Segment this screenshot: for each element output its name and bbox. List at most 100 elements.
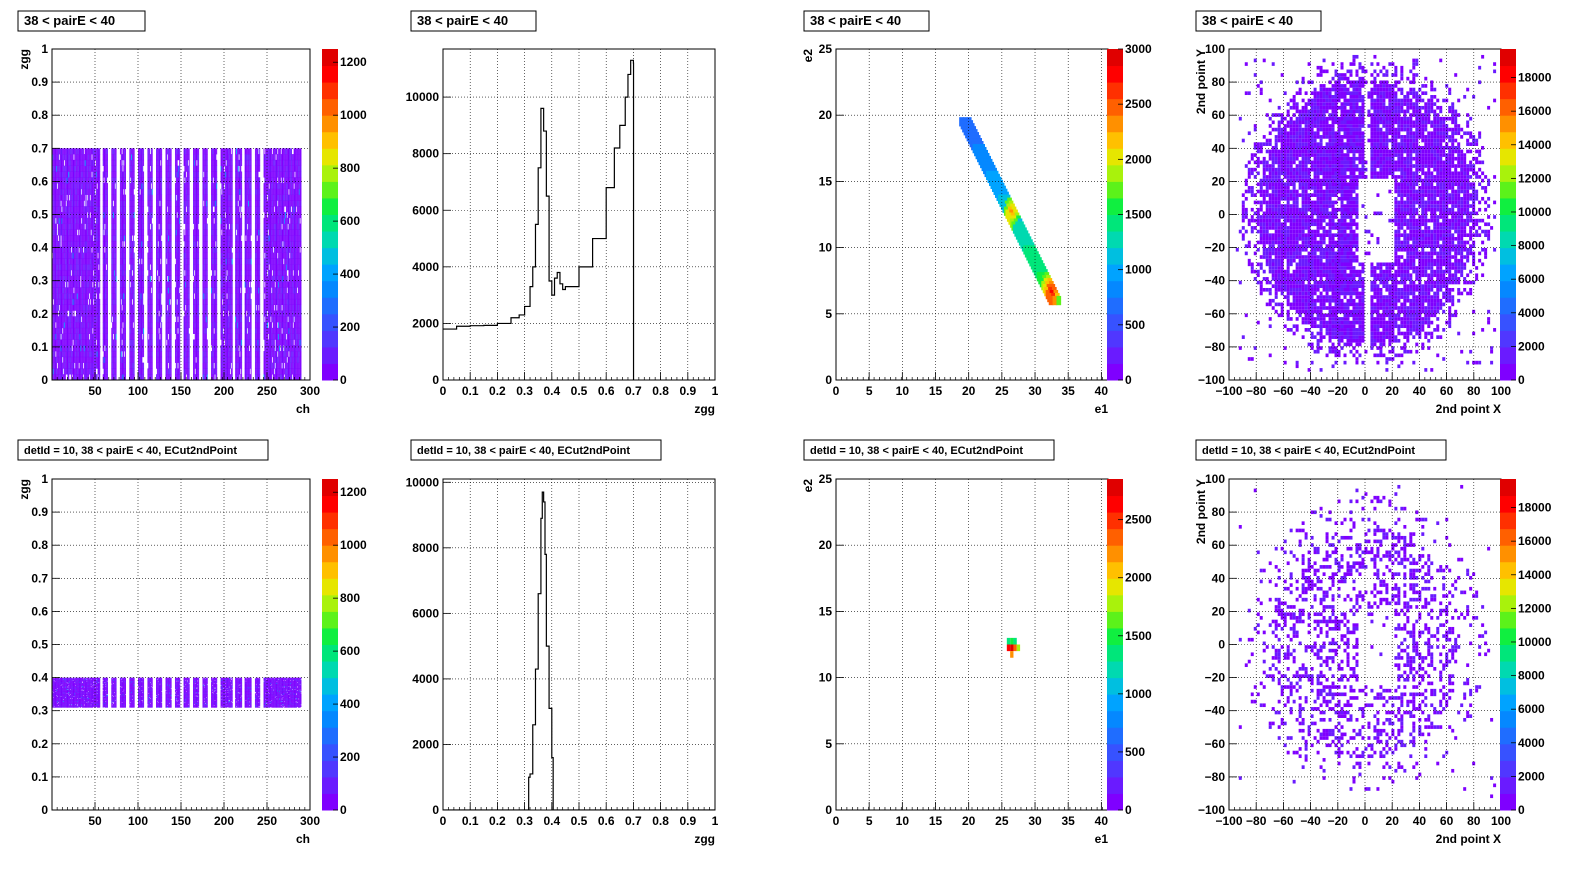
heatmap-cell <box>149 165 151 172</box>
heatmap-cell <box>63 310 65 317</box>
heatmap-cell <box>147 258 149 265</box>
heatmap-cell <box>176 171 178 178</box>
heatmap-cell <box>151 327 153 334</box>
heatmap-cell <box>142 229 144 236</box>
heatmap-cell <box>185 287 187 294</box>
heatmap-cell <box>142 165 144 172</box>
heatmap-cell <box>88 304 90 311</box>
heatmap-cell <box>72 183 74 190</box>
heatmap-cell <box>72 148 74 155</box>
heatmap-cell <box>82 159 83 166</box>
heatmap-cell <box>176 322 178 329</box>
heatmap-cell <box>179 188 181 195</box>
heatmap-cell <box>83 206 85 213</box>
heatmap-cell <box>195 327 197 334</box>
heatmap-cell <box>150 212 152 219</box>
heatmap-cell <box>119 275 121 282</box>
heatmap-cell <box>186 281 188 288</box>
heatmap-cell <box>67 206 69 213</box>
heatmap-cell <box>66 269 68 277</box>
heatmap-cell <box>70 368 72 375</box>
heatmap-cell <box>97 304 99 311</box>
heatmap-cell <box>187 351 189 358</box>
heatmap-cell <box>156 171 158 178</box>
heatmap-cell <box>139 200 141 207</box>
heatmap-cell <box>141 351 143 358</box>
heatmap-cell <box>125 183 126 190</box>
heatmap-cell <box>169 345 171 352</box>
heatmap-cell <box>92 159 94 166</box>
heatmap-cell <box>115 159 117 166</box>
heatmap-cell <box>95 316 96 323</box>
heatmap-cell <box>67 223 69 230</box>
heatmap-cell <box>81 200 83 207</box>
heatmap-cell <box>193 264 194 271</box>
heatmap-cell <box>133 206 135 213</box>
heatmap-cell <box>177 206 179 213</box>
heatmap-cell <box>64 148 65 155</box>
heatmap-cell <box>114 177 116 184</box>
heatmap-cell <box>184 194 186 201</box>
heatmap-cell <box>157 327 159 334</box>
heatmap-cell <box>121 333 123 340</box>
heatmap-cell <box>113 281 115 288</box>
heatmap-cell <box>151 171 153 178</box>
heatmap-cell <box>140 240 142 248</box>
heatmap-cell <box>119 252 121 259</box>
heatmap-cell <box>120 252 122 259</box>
heatmap-cell <box>177 351 179 358</box>
heatmap-cell <box>168 322 169 329</box>
heatmap-cell <box>65 351 67 358</box>
heatmap-cell <box>133 159 135 166</box>
heatmap-cell <box>113 339 115 346</box>
heatmap-cell <box>150 356 152 363</box>
heatmap-cell <box>167 188 169 195</box>
heatmap-cell <box>59 362 61 369</box>
heatmap-cell <box>169 206 171 213</box>
heatmap-cell <box>94 281 96 288</box>
heatmap-cell <box>87 310 89 317</box>
heatmap-cell <box>130 322 132 329</box>
heatmap-cell <box>77 154 79 161</box>
heatmap-cell <box>92 229 94 236</box>
heatmap-cell <box>161 229 163 236</box>
heatmap-cell <box>86 188 88 195</box>
heatmap-cell <box>161 327 163 334</box>
heatmap-cell <box>112 356 114 363</box>
heatmap-cell <box>193 339 195 346</box>
heatmap-cell <box>105 374 107 380</box>
heatmap-cell <box>57 252 59 259</box>
heatmap-cell <box>204 374 206 380</box>
heatmap-cell <box>177 217 179 224</box>
heatmap-cell <box>89 304 91 311</box>
heatmap-cell <box>92 333 94 340</box>
heatmap-cell <box>82 362 83 369</box>
heatmap-cell <box>54 165 56 172</box>
heatmap-cell <box>93 223 95 230</box>
heatmap-cell <box>80 258 82 265</box>
heatmap-cell <box>76 258 77 265</box>
heatmap-cell <box>54 246 56 253</box>
heatmap-cell <box>59 281 61 288</box>
heatmap-cell <box>80 287 82 294</box>
heatmap-cell <box>60 298 62 305</box>
heatmap-cell <box>157 351 159 358</box>
heatmap-cell <box>125 327 126 334</box>
heatmap-cell <box>72 171 74 178</box>
heatmap-cell <box>80 235 82 242</box>
heatmap-cell <box>87 362 89 369</box>
heatmap-cell <box>86 304 88 311</box>
heatmap-cell <box>194 229 196 236</box>
heatmap-cell <box>198 287 200 294</box>
heatmap-cell <box>81 177 83 184</box>
heatmap-cell <box>198 298 200 305</box>
heatmap-cell <box>196 206 198 213</box>
heatmap-cell <box>75 171 77 178</box>
heatmap-cell <box>125 351 126 358</box>
heatmap-cell <box>97 362 99 369</box>
heatmap-cell <box>203 293 205 300</box>
heatmap-cell <box>150 188 152 195</box>
heatmap-cell <box>85 258 87 265</box>
heatmap-cell <box>143 269 145 277</box>
heatmap-cell <box>166 264 168 271</box>
